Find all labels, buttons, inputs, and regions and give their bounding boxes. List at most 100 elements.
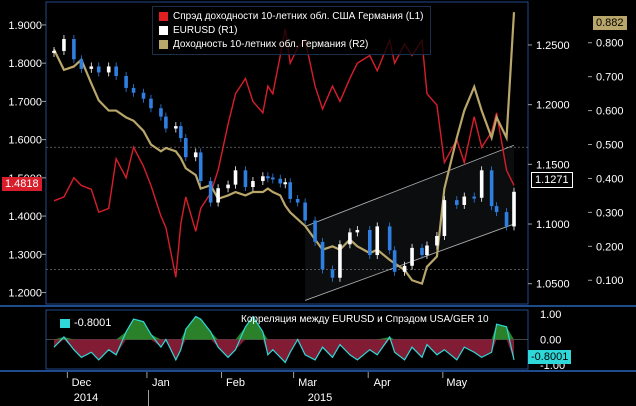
eurusd-candle (124, 76, 128, 88)
left-tick-label: 1.2000 (8, 288, 42, 300)
legend-label-spread: Спрэд доходности 10-летних обл. США Герм… (173, 10, 424, 22)
eurusd-candle (392, 250, 397, 272)
corr-legend-swatch (60, 319, 70, 328)
eurusd-candle (338, 244, 342, 278)
eurusd-candle (387, 226, 392, 251)
yield-last-badge: 0.882 (593, 16, 627, 30)
eurusd-candle (141, 92, 146, 99)
eurusd-candle (179, 126, 183, 139)
eurusd-candle (283, 182, 288, 185)
eurusd-candle (159, 108, 163, 117)
right1-tick-label: 1.0500 (536, 279, 570, 291)
legend-label-eurusd: EURUSD (R1) (173, 24, 238, 36)
right1-tick-label: 1.1500 (536, 159, 570, 171)
eurusd-candle (472, 196, 477, 199)
eurusd-candle (462, 196, 467, 205)
corr-legend-value: -0.8001 (74, 317, 112, 329)
eurusd-candle (367, 229, 372, 256)
month-label: May (446, 377, 467, 389)
trend-channel-line-2 (304, 223, 515, 301)
right1-tick-label: 1.2000 (536, 100, 570, 112)
eurusd-candle (89, 66, 94, 69)
left-tick-label: 1.8000 (8, 58, 42, 70)
right2-tick-label: 0.500 (596, 140, 624, 152)
corr-legend-badge: -0.8001 (58, 316, 114, 330)
left-tick-label: 1.7000 (8, 96, 42, 108)
eurusd-candle (375, 226, 380, 256)
corr-positive-area (54, 316, 514, 340)
eurusd-candle (233, 170, 238, 185)
right2-tick-label: 0.700 (596, 72, 624, 84)
month-label: Apr (374, 377, 391, 389)
eurusd-candle (410, 247, 414, 266)
eurusd-candle (271, 177, 275, 180)
eurusd-candle (183, 138, 188, 158)
eurusd-candle (96, 66, 101, 73)
left-tick-label: 1.9000 (8, 20, 42, 32)
right1-tick-label: 1.2500 (536, 40, 570, 52)
legend-label-yield: Доходность 10-летних обл. Германия (R2) (173, 38, 369, 50)
eurusd-candle (512, 191, 516, 227)
eurusd-candle (425, 245, 429, 256)
eurusd-candle (494, 206, 499, 213)
eurusd-candle (261, 176, 265, 182)
eurusd-candle (174, 126, 178, 129)
eurusd-candle (455, 200, 459, 205)
eurusd-candle (303, 202, 307, 221)
eurusd-last-badge: 1.1271 (531, 172, 573, 188)
spread-series-line (53, 28, 515, 278)
eurusd-candle (62, 39, 66, 51)
eurusd-candle (442, 200, 447, 236)
left-tick-label: 1.4000 (8, 211, 42, 223)
legend-item-eurusd: EURUSD (R1) (159, 23, 424, 37)
corr-title: Корреляция между EURUSD и Спрэдом USA/GE… (241, 314, 489, 325)
correlation-panel: Корреляция между EURUSD и Спрэдом USA/GE… (45, 309, 529, 370)
corr-tick-label: 0.00 (540, 335, 561, 347)
eurusd-candle (243, 170, 248, 188)
spread-last-badge: 1.4818 (2, 177, 42, 191)
eurusd-candle (330, 269, 335, 278)
eurusd-candle (216, 188, 220, 203)
yield-series-line (53, 12, 516, 286)
eurusd-candle (288, 182, 293, 199)
eurusd-candle (52, 50, 56, 53)
eurusd-candle (295, 198, 300, 203)
right2-tick-label: 0.400 (596, 173, 624, 185)
trend-channel-fill (305, 145, 514, 301)
right2-tick-label: 0.600 (596, 106, 624, 118)
right2-tick-label: 0.300 (596, 207, 624, 219)
eurusd-candle (320, 241, 325, 270)
eurusd-candle (72, 39, 76, 60)
month-label: Jan (152, 377, 170, 389)
eurusd-candle (479, 170, 484, 198)
legend-swatch-yield (159, 39, 168, 49)
legend-item-spread: Спрэд доходности 10-летних обл. США Герм… (159, 9, 424, 23)
eurusd-candle (420, 247, 424, 256)
eurusd-candle (251, 181, 255, 188)
left-tick-label: 1.3000 (8, 249, 42, 261)
eurusd-candle (208, 181, 213, 203)
eurusd-candle (114, 66, 118, 77)
right2-tick-label: 0.200 (596, 241, 624, 253)
month-label: Dec (72, 377, 92, 389)
eurusd-candle (131, 87, 136, 93)
left-tick-label: 1.6000 (8, 135, 42, 147)
eurusd-candle (79, 59, 84, 69)
eurusd-candle (226, 184, 230, 189)
axes: 1.90001.80001.70001.60001.50001.40001.30… (0, 20, 636, 406)
right1-tick-label: 1.1000 (536, 219, 570, 231)
eurusd-candle (435, 235, 439, 246)
eurusd-candle (198, 152, 203, 182)
year-label-2014: 2014 (74, 392, 98, 404)
year-label-2015: 2015 (308, 392, 332, 404)
corr-series-line (53, 315, 515, 364)
legend-item-yield: Доходность 10-летних обл. Германия (R2) (159, 37, 424, 51)
eurusd-candle (489, 170, 494, 207)
eurusd-candle (149, 98, 153, 109)
eurusd-candle (106, 66, 111, 73)
eurusd-candle (348, 232, 352, 245)
month-label: Feb (226, 377, 245, 389)
eurusd-candle (193, 152, 198, 158)
eurusd-candle (266, 176, 270, 179)
